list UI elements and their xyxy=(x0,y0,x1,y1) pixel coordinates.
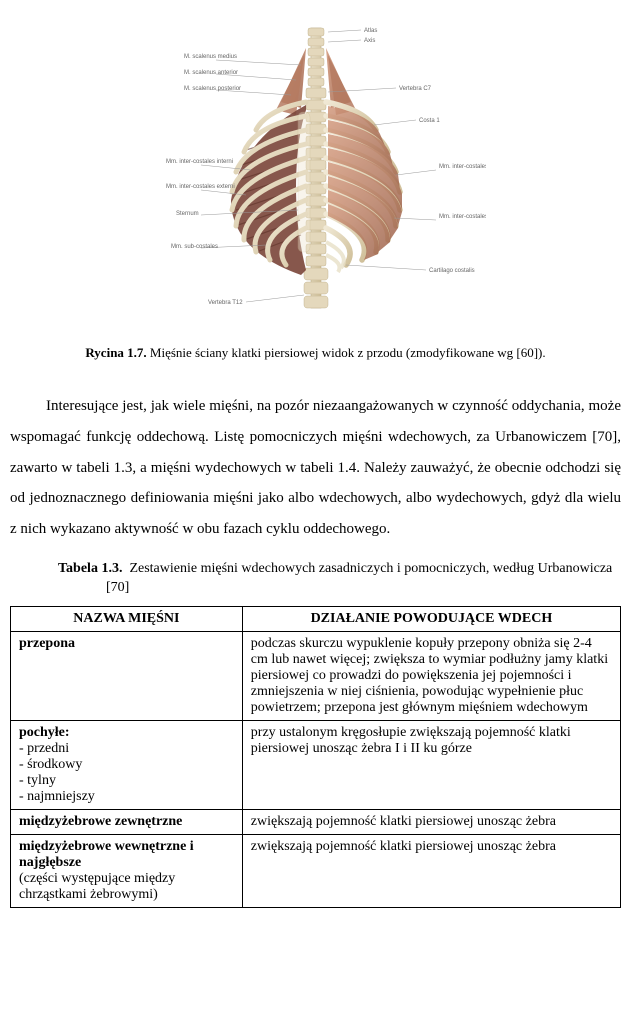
table-row: międzyżebrowe wewnętrzne i najgłębsze (c… xyxy=(11,834,621,907)
muscle-name-bold: międzyżebrowe wewnętrzne i najgłębsze xyxy=(19,839,194,870)
label-intercost-ext-l: Mm. inter-costales externi xyxy=(166,184,235,190)
label-sternum: Sternum xyxy=(176,211,199,217)
table-row: pochyłe: - przedni - środkowy - tylny - … xyxy=(11,720,621,809)
label-costa1: Costa 1 xyxy=(419,118,440,124)
cell-muscle-action: przy ustalonym kręgosłupie zwiększają po… xyxy=(242,720,620,809)
label-axis: Axis xyxy=(364,38,375,44)
ribcage-illustration: M. scalenus medius M. scalenus anterior … xyxy=(146,20,486,330)
sternum-shape xyxy=(298,112,310,252)
header-name: NAZWA MIĘŚNI xyxy=(11,606,243,631)
label-cartilago: Cartilago costalis xyxy=(429,268,475,274)
figure-caption: Rycina 1.7. Mięśnie ściany klatki piersi… xyxy=(10,345,621,361)
cell-muscle-name: międzyżebrowe zewnętrzne xyxy=(11,809,243,834)
label-t12: Vertebra T12 xyxy=(208,300,243,306)
label-intercost-ext-r: Mm. inter-costales externi xyxy=(439,164,486,170)
label-atlas: Atlas xyxy=(364,28,377,34)
label-c7: Vertebra C7 xyxy=(399,86,432,92)
muscle-name-bold: pochyłe: xyxy=(19,725,70,740)
cell-muscle-name: międzyżebrowe wewnętrzne i najgłębsze (c… xyxy=(11,834,243,907)
figure-anatomy: M. scalenus medius M. scalenus anterior … xyxy=(10,20,621,335)
body-paragraph: Interesujące jest, jak wiele mięśni, na … xyxy=(10,391,621,545)
label-scalenus-posterior: M. scalenus posterior xyxy=(184,86,241,92)
table-caption-text: Zestawienie mięśni wdechowych zasadniczy… xyxy=(106,561,612,596)
header-action: DZIAŁANIE POWODUJĄCE WDECH xyxy=(242,606,620,631)
label-scalenus-anterior: M. scalenus anterior xyxy=(184,70,238,76)
table-row: międzyżebrowe zewnętrzne zwiększają poje… xyxy=(11,809,621,834)
table-row: przepona podczas skurczu wypuklenie kopu… xyxy=(11,631,621,720)
cell-muscle-action: zwiększają pojemność klatki piersiowej u… xyxy=(242,809,620,834)
cell-muscle-action: zwiększają pojemność klatki piersiowej u… xyxy=(242,834,620,907)
muscle-name-sub: (części występujące między chrząstkami ż… xyxy=(19,871,175,902)
muscle-name-bold: przepona xyxy=(19,636,75,651)
table-caption: Tabela 1.3. Zestawienie mięśni wdechowyc… xyxy=(58,559,621,598)
label-intercost-int-l: Mm. inter-costales interni xyxy=(166,159,233,165)
table-label: Tabela 1.3. xyxy=(58,561,122,576)
cell-muscle-action: podczas skurczu wypuklenie kopuły przepo… xyxy=(242,631,620,720)
label-subcostales: Mm. sub-costales xyxy=(171,244,218,250)
label-scalenus-medius: M. scalenus medius xyxy=(184,54,237,60)
muscle-name-bold: międzyżebrowe zewnętrzne xyxy=(19,814,182,829)
table-header-row: NAZWA MIĘŚNI DZIAŁANIE POWODUJĄCE WDECH xyxy=(11,606,621,631)
costal-cartilage xyxy=(326,242,344,272)
cell-muscle-name: pochyłe: - przedni - środkowy - tylny - … xyxy=(11,720,243,809)
figure-caption-text: Mięśnie ściany klatki piersiowej widok z… xyxy=(150,345,546,360)
label-intercost-int-r: Mm. inter-costales interni xyxy=(439,214,486,220)
muscle-table: NAZWA MIĘŚNI DZIAŁANIE POWODUJĄCE WDECH … xyxy=(10,606,621,908)
cell-muscle-name: przepona xyxy=(11,631,243,720)
muscle-name-sub: - przedni - środkowy - tylny - najmniejs… xyxy=(19,741,95,804)
figure-label: Rycina 1.7. xyxy=(85,345,146,360)
